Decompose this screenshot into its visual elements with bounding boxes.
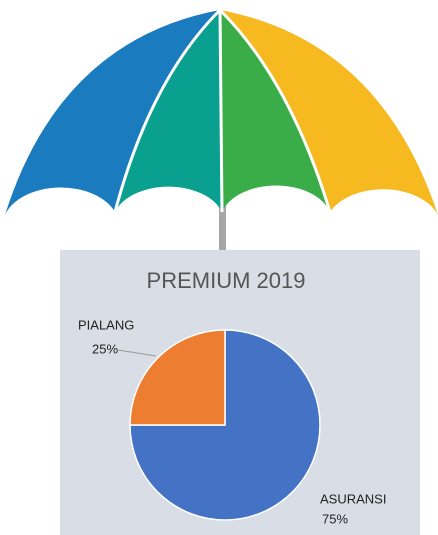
slice-label: PIALANG <box>78 317 134 332</box>
slice-value-label: 25% <box>92 341 118 356</box>
slice-value-label: 75% <box>322 511 348 526</box>
umbrella-pole <box>219 205 226 253</box>
slice-label: ASURANSI <box>320 491 386 506</box>
chart-title: PREMIUM 2019 <box>147 268 306 293</box>
umbrella <box>5 10 438 253</box>
canopy-rib <box>220 10 222 212</box>
infographic: PREMIUM 2019 ASURANSI 75% PIALANG 25% <box>0 0 438 535</box>
